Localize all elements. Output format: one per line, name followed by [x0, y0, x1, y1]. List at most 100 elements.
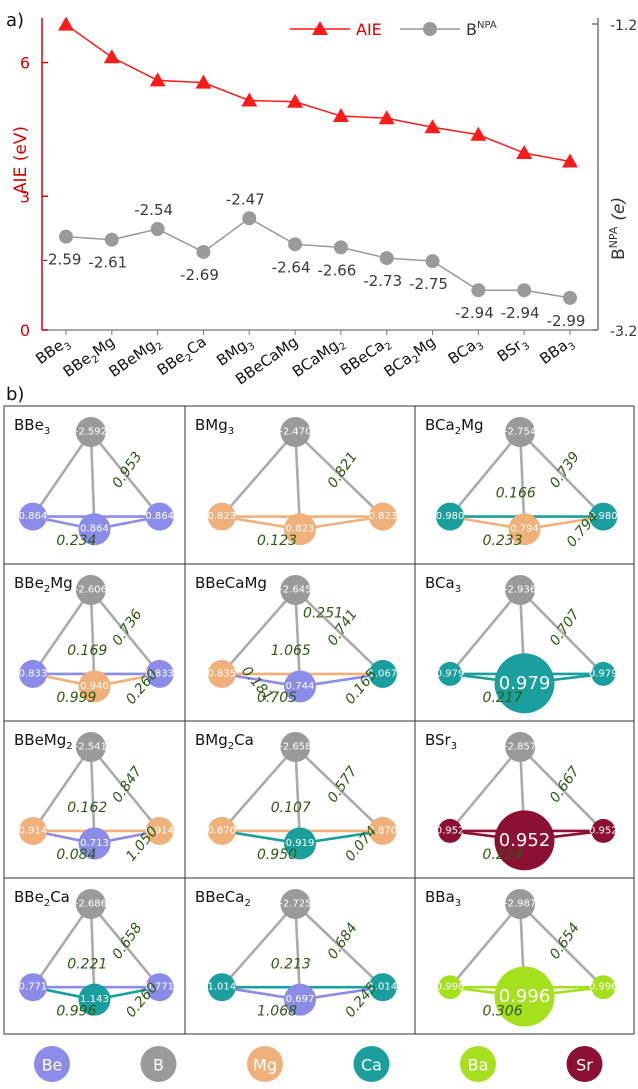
atom-boron-charge: -2.987 — [504, 899, 536, 910]
bnpa-value-label: -2.73 — [363, 272, 402, 290]
panel-a-chart: a) 036 -1.2-3.2 AIE (eV) BNPA(e) AIE BNP… — [6, 10, 637, 389]
cluster-title: BMg3 — [195, 416, 234, 437]
bond-line — [519, 589, 605, 675]
cluster-7: BMg2Ca 0.870 0.870 0.919 -2.658 0.577 0.950 0.1… — [195, 731, 397, 865]
panel-b-label: b) — [6, 384, 24, 405]
cluster-title: BBeCaMg — [195, 574, 267, 592]
bond-line — [31, 903, 92, 988]
atom-left — [207, 659, 236, 688]
atom-right — [589, 502, 618, 531]
bond-line — [449, 903, 522, 989]
atom-right — [368, 659, 397, 688]
bond-order-label: 0.123 — [257, 533, 297, 549]
right-y-axis-label-base: B — [609, 248, 629, 260]
cluster-2: BCa2Mg 0.980 0.980 0.794 -2.754 0.739 0.233 0.1… — [425, 416, 618, 550]
atom-left-charge: 0.870 — [207, 825, 236, 836]
bond-line — [220, 746, 297, 832]
atom-right-charge: 0.952 — [589, 825, 618, 836]
bond-order-label: 0.084 — [56, 847, 96, 863]
bnpa-point — [104, 232, 119, 247]
bond-order-label: 0.707 — [547, 607, 583, 649]
bond-line — [519, 746, 605, 832]
bond-order-label: 0.654 — [547, 920, 583, 962]
atom-boron-charge: -2.936 — [504, 585, 536, 596]
left-ticks: 0 3 6 — [20, 54, 48, 340]
atom-inner — [78, 670, 111, 703]
bond-order-label: 0.234 — [56, 533, 96, 549]
atom-right-charge: 1.014 — [368, 982, 397, 993]
right-y-axis-label-sup: NPA — [607, 226, 620, 248]
bnpa-value-label: -2.99 — [547, 312, 586, 330]
bnpa-value-label: -2.94 — [501, 304, 540, 322]
legend-atom-sr — [566, 1046, 603, 1082]
bond-order-label: 0.953 — [109, 449, 145, 491]
atom-inner — [284, 827, 316, 860]
cluster-title: BSr3 — [425, 731, 457, 752]
x-tick-label: BBe2Ca — [154, 333, 212, 382]
bond-order-label: 0.107 — [271, 800, 311, 816]
left-y-axis-label: AIE (eV) — [11, 126, 31, 194]
bond-line — [519, 903, 605, 989]
bnpa-point — [242, 211, 257, 226]
atom-left-charge: 0.833 — [19, 668, 48, 679]
atom-inner-charge: 0.919 — [286, 838, 315, 849]
aie-point — [424, 119, 441, 134]
bond-line — [89, 746, 96, 844]
atom-left — [18, 659, 47, 688]
atom-right — [591, 975, 616, 1000]
panel-b-border — [3, 405, 635, 1035]
atom-left-charge: 0.980 — [436, 511, 465, 522]
legend-atom-symbol: Ca — [361, 1056, 382, 1075]
cluster-title: BCa3 — [425, 574, 461, 595]
bnpa-value-label: -2.69 — [180, 266, 219, 284]
bnpa-value-label: -2.54 — [134, 201, 173, 219]
atom-inner-charge: 0.794 — [510, 524, 539, 535]
bond-order-label: 0.245 — [342, 980, 380, 1021]
atom-boron — [75, 889, 106, 919]
legend-atom-symbol: Ba — [468, 1056, 489, 1075]
right-y-axis-label-unit: (e) — [609, 197, 629, 221]
aie-point — [241, 92, 258, 107]
atom-right-charge: 0.980 — [589, 511, 618, 522]
atom-boron-charge: -2.754 — [504, 427, 536, 438]
bond-line — [89, 589, 96, 687]
cluster-8: BSr3 0.952 0.952 0.952 -2.857 0.667 0.224 — [425, 731, 618, 871]
bnpa-point — [196, 244, 211, 259]
atom-boron-charge: -2.470 — [279, 427, 311, 438]
bond-order-label: 0.217 — [483, 690, 523, 706]
bnpa-point — [425, 254, 440, 269]
bond-order-label: 0.213 — [271, 956, 311, 972]
bond-line — [294, 746, 302, 844]
atom-legend: Be B Mg Ca Ba Sr — [34, 1046, 603, 1082]
atom-right-charge: 0.823 — [368, 511, 397, 522]
bond-line — [518, 431, 526, 530]
atom-left-charge: 0.979 — [436, 668, 465, 679]
bond-line — [31, 431, 92, 518]
left-tick-label: 3 — [20, 187, 30, 206]
atom-inner-charge: 0.697 — [286, 994, 315, 1005]
x-tick-label: BCa2Mg — [381, 333, 441, 384]
bond-line — [449, 746, 522, 832]
aie-point — [58, 16, 74, 31]
atom-left-charge: 0.914 — [19, 825, 48, 836]
atom-boron — [505, 732, 536, 762]
atom-right — [145, 659, 174, 688]
bnpa-value-label: -2.59 — [43, 251, 82, 269]
bnpa-point — [150, 222, 165, 237]
atom-boron-charge: -2.645 — [279, 585, 311, 596]
atom-right-charge: 0.914 — [145, 825, 174, 836]
cluster-title: BBe3 — [14, 416, 50, 437]
atom-inner — [284, 983, 316, 1016]
atom-left — [207, 973, 236, 1002]
aie-point — [287, 93, 304, 108]
atom-boron — [280, 732, 311, 762]
bond-order-label: 0.739 — [547, 449, 583, 491]
atom-boron — [505, 575, 536, 605]
x-tick-label: BBa3 — [536, 333, 578, 371]
